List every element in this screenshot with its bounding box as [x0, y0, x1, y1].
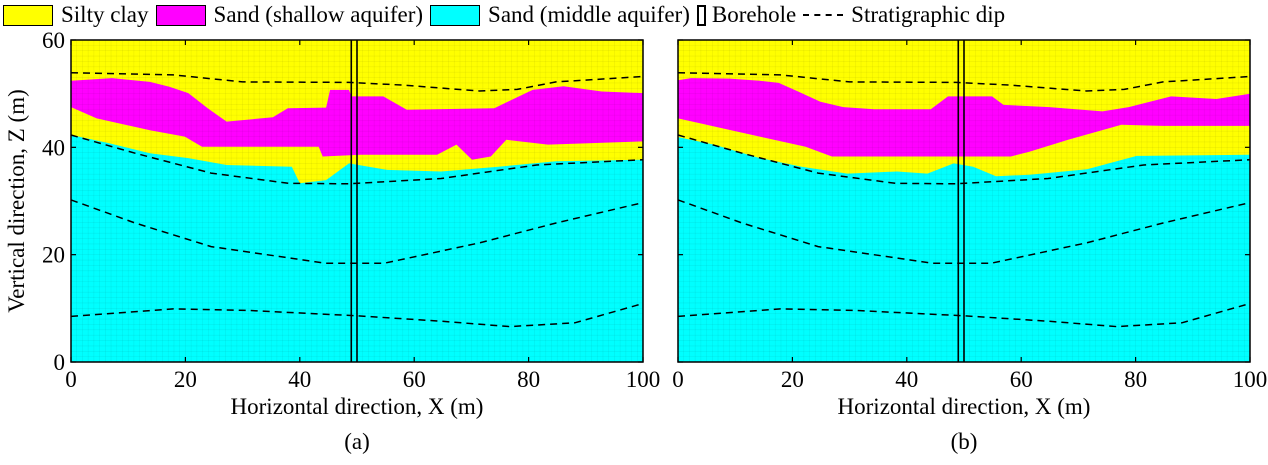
legend-item-middle-aquifer: Sand (middle aquifer)	[430, 2, 690, 28]
y-axis-label: Vertical direction, Z (m)	[4, 89, 29, 313]
y-tick-label: 60	[42, 28, 65, 53]
x-tick-label: 80	[517, 367, 540, 392]
y-tick-label: 40	[42, 135, 65, 160]
legend-item-silty-clay: Silty clay	[3, 2, 149, 28]
x-tick-label: 60	[1010, 367, 1033, 392]
legend-item-stratigraphic-dip: Stratigraphic dip	[803, 2, 1005, 28]
x-tick-label: 20	[781, 367, 804, 392]
panel-label: (b)	[951, 429, 978, 454]
stratigraphic-dip-line	[70, 302, 644, 328]
x-tick-label: 0	[672, 367, 684, 392]
stratigraphic-dip-line	[70, 134, 644, 185]
stratigraphic-dip-line	[70, 199, 644, 265]
x-tick-label: 100	[1233, 367, 1268, 392]
panel-label: (a)	[344, 429, 370, 454]
y-tick-label: 20	[42, 243, 65, 268]
legend-item-borehole: Borehole	[696, 2, 797, 28]
legend: Silty clay Sand (shallow aquifer) Sand (…	[3, 2, 1012, 28]
borehole-symbol-icon	[696, 4, 706, 26]
legend-label: Silty clay	[61, 2, 149, 27]
x-tick-label: 40	[288, 367, 311, 392]
dashed-line-icon	[803, 14, 844, 16]
stratigraphic-dip-line	[677, 199, 1251, 265]
silty-clay-swatch	[3, 4, 53, 26]
x-tick-label: 100	[626, 367, 661, 392]
x-axis-label: Horizontal direction, X (m)	[231, 394, 484, 419]
x-tick-label: 60	[403, 367, 426, 392]
plot-frame	[677, 39, 1251, 363]
legend-label: Sand (middle aquifer)	[488, 2, 690, 27]
legend-label: Borehole	[711, 2, 797, 27]
stratigraphic-dip-line	[677, 134, 1251, 185]
legend-item-shallow-aquifer: Sand (shallow aquifer)	[155, 2, 424, 28]
legend-label: Sand (shallow aquifer)	[213, 2, 424, 27]
x-tick-label: 0	[65, 367, 77, 392]
x-tick-label: 80	[1124, 367, 1147, 392]
stratigraphic-dip-line	[677, 71, 1251, 92]
stratigraphic-dip-line	[70, 71, 644, 92]
x-tick-label: 40	[895, 367, 918, 392]
x-tick-label: 20	[174, 367, 197, 392]
plot-frame	[70, 39, 644, 363]
y-tick-label: 0	[54, 350, 66, 375]
x-axis-label: Horizontal direction, X (m)	[838, 394, 1091, 419]
middle-aquifer-swatch	[430, 4, 481, 26]
stratigraphic-dip-line	[677, 302, 1251, 328]
legend-label: Stratigraphic dip	[851, 2, 1006, 27]
shallow-aquifer-swatch	[155, 4, 206, 26]
panel-b: 0 20 40 60 80 100 Horizontal direction, X (m) (…	[672, 39, 1268, 454]
